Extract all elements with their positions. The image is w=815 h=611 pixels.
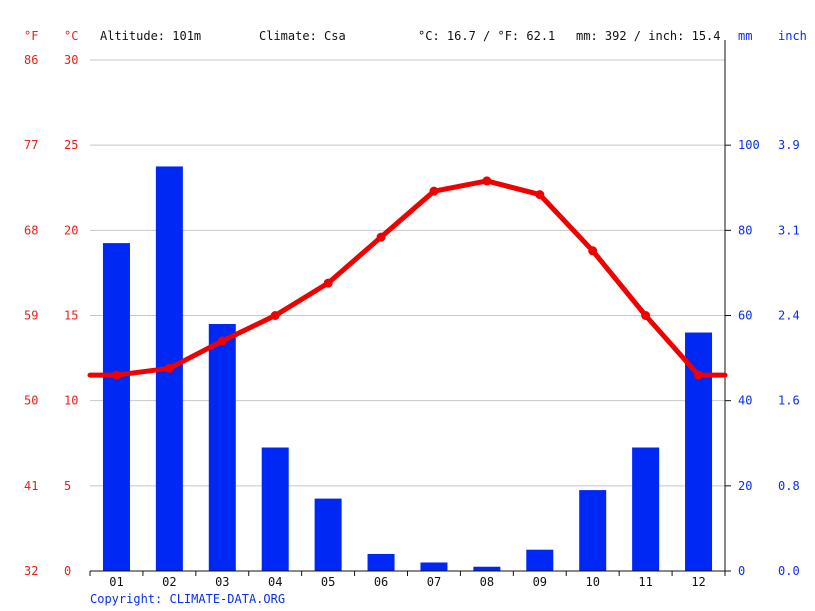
celsius-tick-label: 15 xyxy=(64,309,78,323)
precipitation-bar xyxy=(685,332,713,571)
month-tick-label: 02 xyxy=(162,575,176,589)
inch-tick-label: 3.9 xyxy=(778,138,800,152)
climate-label: Climate: Csa xyxy=(259,29,346,43)
temperature-point xyxy=(323,278,333,288)
temperature-polyline xyxy=(87,178,728,378)
month-tick-label: 03 xyxy=(215,575,229,589)
precipitation-bar xyxy=(314,498,342,571)
fahrenheit-tick-label: 32 xyxy=(24,564,38,578)
mm-tick-label: 100 xyxy=(738,138,760,152)
fahrenheit-tick-label: 59 xyxy=(24,309,38,323)
temperature-point xyxy=(641,311,651,320)
precipitation-bar xyxy=(367,553,395,571)
temperature-point xyxy=(164,363,174,373)
fahrenheit-tick-label: 41 xyxy=(24,479,38,493)
copyright-text: Copyright: CLIMATE-DATA.ORG xyxy=(90,592,285,606)
celsius-unit-label: °C xyxy=(64,29,78,43)
fahrenheit-tick-label: 50 xyxy=(24,394,38,408)
month-tick-label: 06 xyxy=(374,575,388,589)
fahrenheit-unit-label: °F xyxy=(24,29,38,43)
month-tick-label: 10 xyxy=(585,575,599,589)
celsius-tick-label: 25 xyxy=(64,138,78,152)
month-tick-label: 07 xyxy=(427,575,441,589)
tick-labels: 0 32 5 41 10 50 15 59 20 68 25 77 30 86 0 0.0 20 0.8 40 1.6… xyxy=(24,53,800,589)
temperature-point xyxy=(429,186,439,196)
mm-tick-label: 20 xyxy=(738,479,752,493)
mm-tick-label: 40 xyxy=(738,394,752,408)
mm-unit-label: mm xyxy=(738,29,752,43)
fahrenheit-tick-label: 86 xyxy=(24,53,38,67)
precipitation-bar xyxy=(632,447,660,571)
month-tick-label: 01 xyxy=(109,575,123,589)
temperature-point xyxy=(217,336,227,346)
inch-tick-label: 0.0 xyxy=(778,564,800,578)
month-tick-label: 05 xyxy=(321,575,335,589)
fahrenheit-tick-label: 77 xyxy=(24,138,38,152)
temperature-point xyxy=(111,370,121,380)
grid-lines xyxy=(90,59,725,487)
celsius-tick-label: 30 xyxy=(64,53,78,67)
month-tick-label: 11 xyxy=(638,575,652,589)
temperature-point xyxy=(376,232,386,242)
precipitation-bar xyxy=(102,243,130,571)
temperature-point xyxy=(694,370,704,380)
axes xyxy=(89,40,731,576)
mm-tick-label: 80 xyxy=(738,223,752,237)
temperature-point xyxy=(270,311,280,320)
precipitation-bar xyxy=(261,447,289,571)
temperature-summary: °C: 16.7 / °F: 62.1 xyxy=(418,29,555,43)
month-tick-label: 04 xyxy=(268,575,282,589)
precipitation-bar xyxy=(208,324,236,571)
inch-tick-label: 2.4 xyxy=(778,309,800,323)
inch-unit-label: inch xyxy=(778,29,807,43)
temperature-point xyxy=(482,176,492,186)
month-tick-label: 09 xyxy=(533,575,547,589)
precipitation-summary: mm: 392 / inch: 15.4 xyxy=(576,29,721,43)
precipitation-bar xyxy=(579,490,607,571)
mm-tick-label: 0 xyxy=(738,564,745,578)
inch-tick-label: 1.6 xyxy=(778,394,800,408)
month-tick-label: 08 xyxy=(480,575,494,589)
altitude-label: Altitude: 101m xyxy=(100,29,201,43)
fahrenheit-tick-label: 68 xyxy=(24,223,38,237)
month-tick-label: 12 xyxy=(691,575,705,589)
celsius-tick-label: 5 xyxy=(64,479,71,493)
temperature-point xyxy=(535,190,545,200)
temperature-line xyxy=(87,176,728,380)
mm-tick-label: 60 xyxy=(738,309,752,323)
temperature-point xyxy=(588,246,598,256)
precipitation-bar xyxy=(473,566,501,571)
precipitation-bar xyxy=(526,549,554,571)
precipitation-bar xyxy=(420,562,448,571)
inch-tick-label: 0.8 xyxy=(778,479,800,493)
celsius-tick-label: 10 xyxy=(64,394,78,408)
celsius-tick-label: 20 xyxy=(64,223,78,237)
celsius-tick-label: 0 xyxy=(64,564,71,578)
precipitation-bars xyxy=(102,166,713,572)
inch-tick-label: 3.1 xyxy=(778,223,800,237)
